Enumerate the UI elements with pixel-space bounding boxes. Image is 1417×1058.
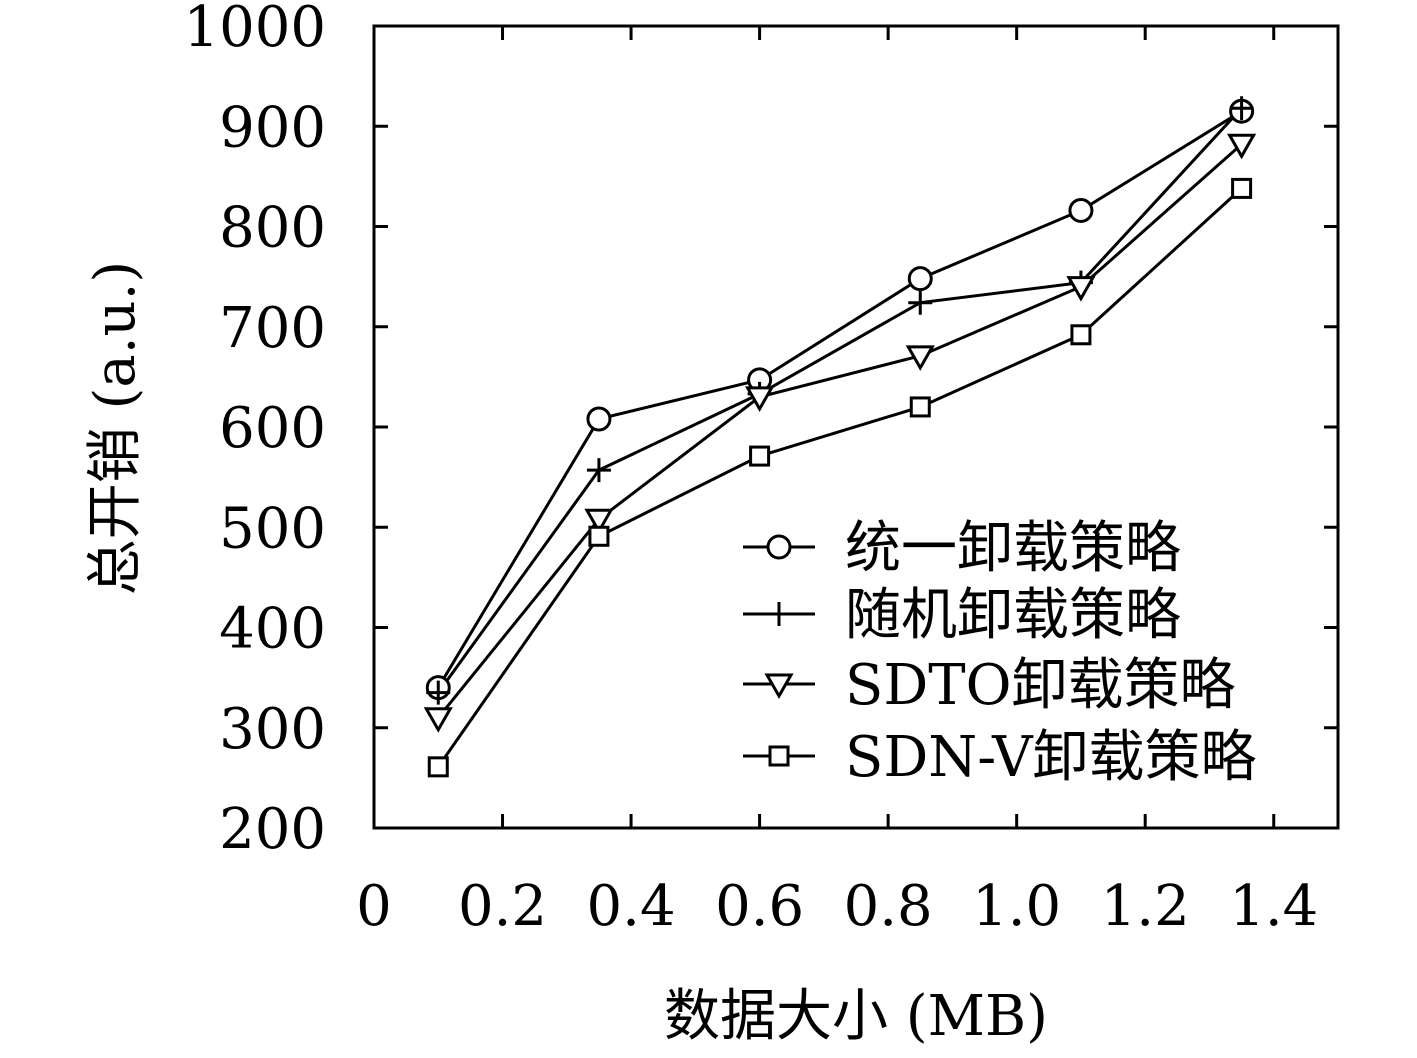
circle-marker bbox=[586, 406, 612, 432]
y-tick-label: 500 bbox=[219, 496, 326, 561]
triangle-marker bbox=[745, 386, 775, 412]
x-tick-label: 1.4 bbox=[1229, 874, 1318, 939]
square-marker bbox=[768, 745, 790, 767]
y-tick-label: 400 bbox=[219, 597, 326, 662]
series-line-1 bbox=[437, 107, 1243, 694]
y-tick-label: 300 bbox=[219, 697, 326, 762]
triangle-marker bbox=[423, 707, 453, 733]
triangle-marker bbox=[584, 508, 614, 535]
x-tick-label: 0.6 bbox=[715, 874, 804, 939]
square-marker bbox=[588, 525, 610, 547]
circle-marker bbox=[907, 266, 933, 292]
y-tick-label: 600 bbox=[219, 396, 326, 461]
plus-marker bbox=[1229, 96, 1254, 121]
series-line-0 bbox=[436, 109, 1243, 689]
circle-marker bbox=[1068, 197, 1094, 223]
x-tick-label: 0 bbox=[356, 874, 392, 939]
x-tick-label: 1.0 bbox=[972, 874, 1061, 939]
triangle-marker bbox=[764, 673, 794, 700]
square-marker bbox=[1231, 177, 1253, 199]
series-markers bbox=[423, 96, 1257, 778]
series-line-3 bbox=[437, 187, 1243, 768]
plus-marker bbox=[586, 458, 611, 483]
x-axis-title: 数据大小 (MB) bbox=[664, 984, 1048, 1049]
triangle-marker bbox=[1227, 133, 1257, 160]
x-tick-label: 1.2 bbox=[1101, 874, 1190, 939]
legend-label: 统一卸载策略 bbox=[845, 516, 1181, 581]
square-marker bbox=[909, 396, 931, 418]
square-marker bbox=[749, 445, 771, 467]
x-tick-label: 0.4 bbox=[587, 874, 676, 939]
x-tick-label: 0.2 bbox=[458, 874, 547, 939]
legend-label: SDN-V卸载策略 bbox=[845, 725, 1257, 790]
square-marker bbox=[427, 756, 449, 778]
triangle-marker bbox=[1066, 276, 1096, 302]
y-tick-label: 700 bbox=[219, 296, 326, 361]
ticks: 0 0.2 0.4 0.6 0.8 1.0 1.2 1.4 200 300 400 500 600 700… bbox=[183, 0, 1338, 939]
y-tick-label: 900 bbox=[219, 95, 326, 160]
y-tick-label: 1000 bbox=[183, 0, 326, 60]
triangle-marker bbox=[905, 345, 935, 371]
legend-label: SDTO卸载策略 bbox=[845, 653, 1236, 718]
y-tick-label: 200 bbox=[219, 797, 326, 862]
circle-marker bbox=[766, 534, 792, 560]
plus-marker bbox=[908, 290, 933, 315]
y-tick-label: 800 bbox=[219, 196, 326, 261]
x-tick-label: 0.8 bbox=[844, 874, 933, 939]
square-marker bbox=[1070, 324, 1092, 346]
y-axis-title: 总开销 (a.u.) bbox=[83, 261, 148, 596]
plus-marker bbox=[426, 680, 451, 705]
plus-marker bbox=[767, 602, 791, 626]
series-line-2 bbox=[437, 143, 1243, 719]
series-lines bbox=[436, 107, 1243, 768]
legend-label: 随机卸载策略 bbox=[845, 583, 1181, 648]
